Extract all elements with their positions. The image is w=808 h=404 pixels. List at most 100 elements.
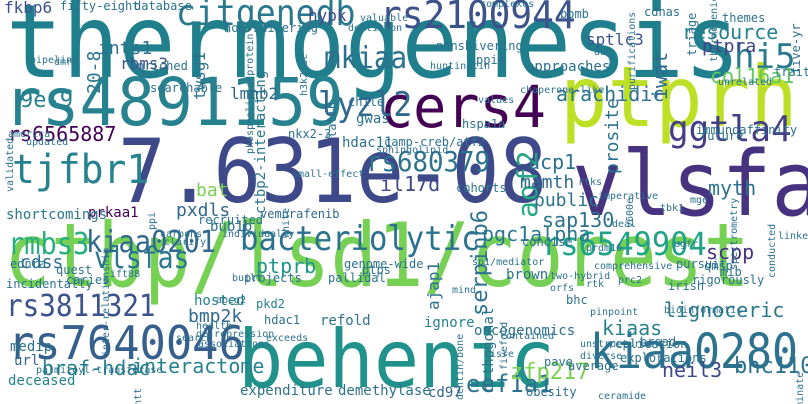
word: cers4 — [380, 73, 546, 141]
word: rbms3 — [120, 54, 169, 73]
word: sptlc3 — [586, 30, 644, 49]
word: spectrometry — [729, 197, 740, 270]
word: camp-creb/atf2 — [384, 135, 486, 149]
word: isre — [490, 349, 515, 360]
word: de-repression — [196, 329, 275, 340]
word: prosite — [602, 98, 623, 174]
word: built — [232, 273, 263, 284]
word: url — [14, 353, 40, 369]
word: scpp — [706, 240, 755, 264]
word: prc2 — [618, 275, 643, 286]
word: ppi — [147, 211, 158, 230]
word: sphingolipid — [376, 145, 449, 156]
word: eef1a1 — [466, 370, 553, 398]
word: rs680379 — [366, 145, 491, 178]
word: hdac1 — [264, 313, 301, 327]
word: inter-relationship — [101, 247, 112, 356]
word: ift88 — [110, 269, 141, 280]
word: values — [478, 95, 515, 106]
word: ajap1 — [424, 261, 443, 310]
word: hdac11 — [342, 135, 393, 151]
word: fifty-eight — [60, 0, 140, 13]
word: v600e — [625, 197, 636, 228]
word: prdm16 — [586, 243, 623, 254]
word: tbk1 — [660, 203, 685, 214]
word: purifications — [627, 11, 638, 90]
word: pursuit — [676, 257, 727, 271]
word: bhc110 — [734, 354, 808, 379]
word: bioinformatic — [664, 305, 743, 316]
word: concise — [522, 235, 573, 249]
word: nkx2-3 — [288, 127, 332, 141]
word: zfp217 — [510, 360, 590, 385]
word: auc — [594, 47, 613, 58]
word: conducted — [767, 223, 778, 278]
word: vemurafenib — [260, 207, 340, 221]
word: associations — [198, 339, 271, 350]
word: abcg2 — [216, 295, 247, 306]
word: arachidic — [556, 82, 665, 106]
word: searchable — [150, 81, 223, 95]
word: database — [134, 0, 192, 13]
word: sap130 — [542, 208, 615, 232]
word: bmp2k — [188, 306, 243, 327]
word: brown — [506, 267, 549, 283]
word: ednra — [10, 257, 47, 271]
word: huntingtin — [430, 61, 491, 72]
word: triage — [685, 12, 699, 56]
word: rigorously — [692, 273, 765, 287]
word: rs4891159 — [4, 64, 344, 141]
word: neil3 — [662, 358, 723, 382]
word: carbons — [160, 229, 203, 240]
word: rs7640046 — [8, 316, 245, 370]
word: egfr — [674, 239, 699, 250]
word: chile — [348, 95, 385, 109]
word: explorations — [620, 351, 707, 365]
word: incidentally — [6, 277, 93, 291]
word: hi5 — [734, 37, 796, 77]
word: thermogenic — [709, 0, 720, 62]
word: ppis — [476, 53, 505, 67]
word: ints1 — [98, 38, 153, 59]
word: clarify — [164, 237, 207, 248]
word: qmsp — [704, 259, 733, 273]
word: expenditure — [240, 383, 333, 399]
word: pxdls — [176, 200, 231, 221]
word: mge — [690, 195, 709, 206]
word: prkaa1 — [88, 205, 139, 221]
word: unrelated — [718, 77, 773, 88]
word: dentition — [348, 23, 403, 34]
word: approaches — [526, 59, 611, 75]
word: individually — [222, 229, 295, 240]
word: rs2100944 — [380, 0, 576, 37]
word: demethylase — [338, 383, 431, 399]
word: pipeline — [30, 55, 79, 66]
word: search — [176, 333, 213, 344]
word: kiaas — [602, 316, 663, 340]
word: ptps — [362, 263, 391, 277]
word: htt — [133, 387, 144, 404]
word: cd97 — [428, 385, 462, 401]
word: recruited — [198, 213, 264, 227]
word: unstructured — [580, 339, 653, 350]
word: themes — [722, 11, 766, 25]
word: deal — [612, 219, 637, 230]
word: gwas — [356, 111, 390, 127]
word: two-hybrid — [550, 271, 611, 282]
word: lignoceric — [664, 298, 785, 322]
word: ptpra — [702, 36, 757, 57]
word: lyzl2 — [318, 85, 413, 125]
word: iwat — [648, 51, 672, 100]
word: nonshivering — [436, 39, 523, 53]
word: lmnb2 — [230, 84, 279, 103]
word: interactome — [132, 354, 265, 378]
word: rmbs3 — [8, 227, 90, 262]
word: shortcomings — [6, 207, 108, 223]
word: phospholipid/protein — [245, 33, 256, 154]
word: immunoaffinity — [696, 123, 798, 137]
word: broad — [640, 335, 677, 349]
word: non-shivering — [224, 21, 318, 35]
word: h3k27ac — [299, 53, 310, 96]
word: mkiaa — [324, 41, 408, 76]
word: diverse — [580, 351, 623, 362]
